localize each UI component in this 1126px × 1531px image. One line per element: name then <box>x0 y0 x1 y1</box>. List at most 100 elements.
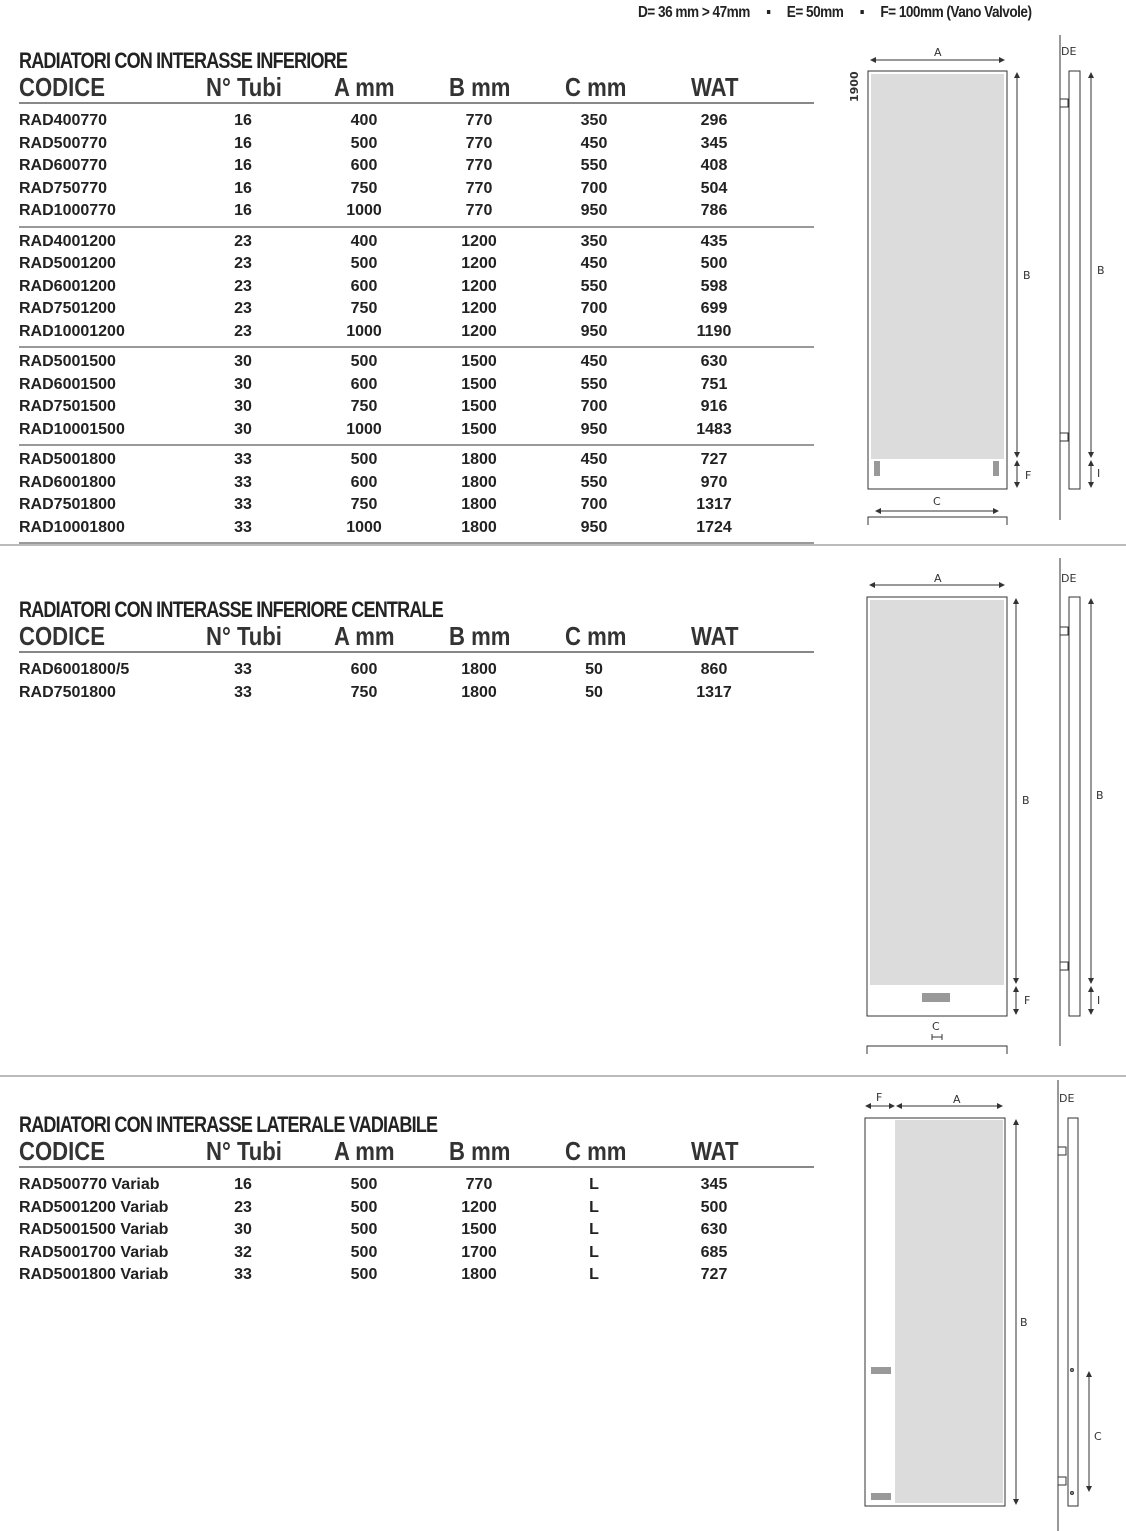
row-group: RAD5001800 33 500 1800 450 727 RAD6001800 33 600… <box>19 449 814 544</box>
table-row: RAD5001500 Variab 30 500 1500 L 630 <box>19 1219 814 1242</box>
table-row: RAD4001200 23 400 1200 350 435 <box>19 231 814 254</box>
cell-a-mm: 600 <box>350 277 378 295</box>
table-row: RAD10001800 33 1000 1800 950 1724 <box>19 517 814 540</box>
cell-c-mm: 700 <box>580 398 608 415</box>
label-i: I <box>1097 467 1100 480</box>
cell-a-mm: 1000 <box>346 420 382 438</box>
cell-tubes: 33 <box>234 473 252 491</box>
label-c: C <box>1094 1430 1102 1443</box>
label-f: F <box>1024 994 1030 1007</box>
cell-tubes: 16 <box>234 1176 252 1193</box>
section-interasse-laterale: RADIATORI CON INTERASSE LATERALE VADIABI… <box>19 1112 814 1293</box>
cell-tubes: 33 <box>234 1266 252 1283</box>
cell-code: RAD5001200 <box>19 255 116 272</box>
cell-watt: 500 <box>700 1198 728 1216</box>
cell-a-mm: 1000 <box>346 322 382 340</box>
column-header-tubes: N° Tubi <box>206 1136 282 1166</box>
cell-code: RAD1000770 <box>19 202 116 219</box>
cell-b-mm: 1800 <box>461 518 497 536</box>
cell-code: RAD7501500 <box>19 398 116 415</box>
diagram-front-2 <box>866 558 1094 1054</box>
cell-a-mm: 500 <box>350 1176 378 1193</box>
cell-c-mm: 350 <box>580 112 608 129</box>
label-a: A <box>953 1093 961 1106</box>
diagram-front-1 <box>867 35 1094 525</box>
column-header-b-mm: B mm <box>449 72 511 102</box>
column-header-a-mm: A mm <box>334 621 395 651</box>
cell-a-mm: 600 <box>350 375 378 393</box>
cell-code: RAD5001800 <box>19 451 116 468</box>
table-row: RAD7501800 33 750 1800 700 1317 <box>19 494 814 517</box>
cell-c-mm: 950 <box>580 518 608 536</box>
cell-b-mm: 1200 <box>461 277 497 295</box>
table-row: RAD6001800/5 33 600 1800 50 860 <box>19 659 814 682</box>
cell-tubes: 23 <box>234 255 252 272</box>
cell-tubes: 33 <box>234 496 252 513</box>
cell-watt: 1483 <box>696 420 732 438</box>
cell-b-mm: 1200 <box>461 232 497 250</box>
cell-c-mm: 950 <box>580 322 608 340</box>
table-row: RAD10001200 23 1000 1200 950 1190 <box>19 321 814 344</box>
cell-watt: 598 <box>700 277 728 295</box>
row-group: RAD5001500 30 500 1500 450 630 RAD6001500 30 600… <box>19 351 814 446</box>
row-group: RAD6001800/5 33 600 1800 50 860 RAD7501800 33 75… <box>19 659 814 707</box>
cell-b-mm: 1800 <box>461 496 497 513</box>
cell-watt: 699 <box>700 300 728 317</box>
row-group: RAD500770 Variab 16 500 770 L 345 RAD5001200 V… <box>19 1174 814 1290</box>
table-header: CODICE N° Tubi A mm B mm C mm WAT <box>19 621 814 653</box>
cell-tubes: 23 <box>234 1198 252 1216</box>
cell-watt: 435 <box>700 232 728 250</box>
cell-b-mm: 1200 <box>461 300 497 317</box>
table-row: RAD600770 16 600 770 550 408 <box>19 155 814 178</box>
label-b: B <box>1022 794 1030 807</box>
cell-a-mm: 750 <box>350 179 378 197</box>
column-header-tubes: N° Tubi <box>206 72 282 102</box>
table-row: RAD1000770 16 1000 770 950 786 <box>19 200 814 223</box>
label-de: DE <box>1059 1092 1074 1105</box>
cell-c-mm: 550 <box>580 157 608 174</box>
label-height: 1900 <box>848 71 861 102</box>
cell-code: RAD5001500 <box>19 353 116 370</box>
cell-code: RAD10001500 <box>19 420 125 438</box>
column-header-b-mm: B mm <box>449 621 511 651</box>
label-de: DE <box>1061 572 1076 585</box>
table-row: RAD7501200 23 750 1200 700 699 <box>19 298 814 321</box>
cell-tubes: 33 <box>234 451 252 468</box>
table-row: RAD5001800 33 500 1800 450 727 <box>19 449 814 472</box>
cell-watt: 1317 <box>696 496 732 513</box>
table-row: RAD400770 16 400 770 350 296 <box>19 110 814 133</box>
cell-c-mm: 450 <box>580 255 608 272</box>
cell-code: RAD500770 Variab <box>19 1176 160 1193</box>
cell-watt: 504 <box>700 179 728 197</box>
section-interasse-inferiore-centrale: RADIATORI CON INTERASSE INFERIORE CENTRA… <box>19 597 814 710</box>
cell-a-mm: 1000 <box>346 202 382 219</box>
cell-tubes: 23 <box>234 232 252 250</box>
cell-b-mm: 1800 <box>461 1266 497 1283</box>
cell-watt: 751 <box>700 375 728 393</box>
table-row: RAD5001800 Variab 33 500 1800 L 727 <box>19 1264 814 1287</box>
cell-b-mm: 1200 <box>461 322 497 340</box>
cell-a-mm: 750 <box>350 300 378 317</box>
cell-b-mm: 1500 <box>461 398 497 415</box>
column-header-code: CODICE <box>19 1136 105 1166</box>
cell-watt: 345 <box>700 134 728 152</box>
cell-code: RAD5001800 Variab <box>19 1266 169 1283</box>
cell-b-mm: 1700 <box>461 1243 497 1261</box>
cell-a-mm: 500 <box>350 255 378 272</box>
row-group: RAD4001200 23 400 1200 350 435 RAD5001200 23 500… <box>19 231 814 348</box>
dimension-note: D= 36 mm > 47mm ▪ E= 50mm ▪ F= 100mm (Va… <box>638 4 1032 21</box>
cell-watt: 1317 <box>696 683 732 701</box>
cell-c-mm: L <box>589 1221 599 1238</box>
cell-code: RAD10001800 <box>19 518 125 536</box>
column-header-a-mm: A mm <box>334 72 395 102</box>
table-row: RAD7501800 33 750 1800 50 1317 <box>19 682 814 705</box>
cell-c-mm: 350 <box>580 232 608 250</box>
cell-tubes: 30 <box>234 353 252 370</box>
cell-b-mm: 1500 <box>461 1221 497 1238</box>
column-header-watt: WAT <box>691 621 739 651</box>
cell-tubes: 16 <box>234 112 252 129</box>
label-b: B <box>1096 789 1104 802</box>
column-header-watt: WAT <box>691 72 739 102</box>
cell-a-mm: 400 <box>350 232 378 250</box>
column-header-c-mm: C mm <box>565 621 627 651</box>
